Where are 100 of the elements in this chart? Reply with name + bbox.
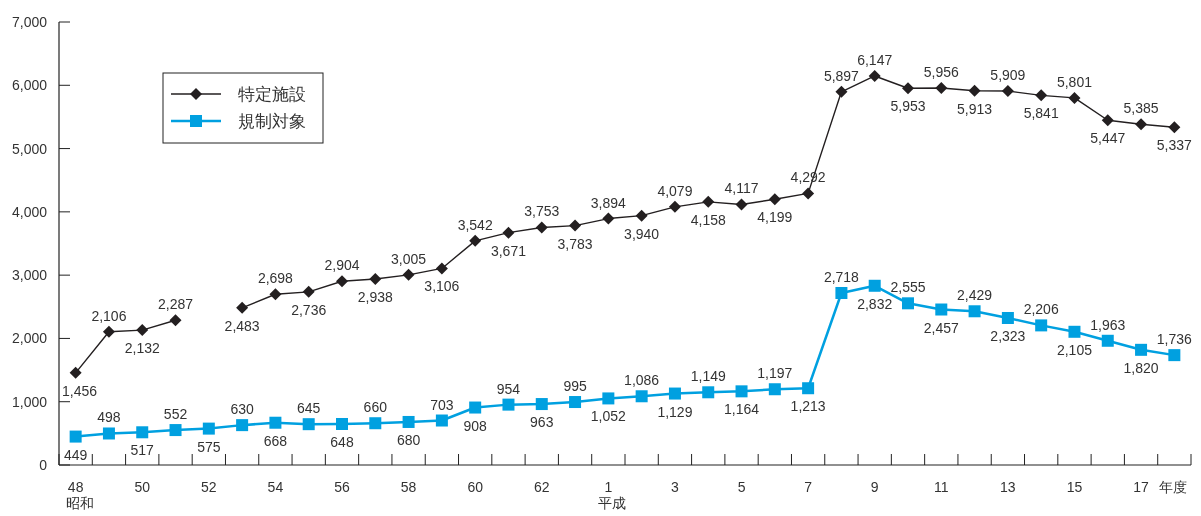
label: 1,197 <box>757 365 793 382</box>
label: 5,801 <box>1056 73 1092 90</box>
label: 3,671 <box>490 242 526 259</box>
label: 498 <box>97 409 121 426</box>
ytick: 1,000 <box>11 393 47 410</box>
point <box>1068 325 1081 338</box>
point <box>202 422 215 435</box>
label: 4,199 <box>757 209 793 226</box>
point <box>569 219 582 232</box>
point <box>868 69 881 82</box>
label: 660 <box>363 399 387 416</box>
ytick: 7,000 <box>11 14 47 30</box>
label: 1,736 <box>1156 331 1192 348</box>
xtick: 13 <box>1000 479 1016 495</box>
label: 575 <box>197 438 221 455</box>
point <box>136 426 149 439</box>
label: 668 <box>263 432 288 449</box>
point <box>1068 91 1081 104</box>
point <box>236 301 249 314</box>
label: 5,956 <box>923 64 959 81</box>
label: 680 <box>396 431 421 448</box>
point <box>402 268 415 281</box>
label: 3,753 <box>524 203 560 220</box>
ytick: 3,000 <box>11 267 47 284</box>
point <box>336 417 348 430</box>
xlabel: 年度 <box>1159 479 1187 495</box>
xtick: 17 <box>1133 479 1149 495</box>
point <box>136 324 149 337</box>
xtick: 5 <box>737 479 746 495</box>
point <box>1101 114 1114 127</box>
point <box>336 275 348 288</box>
point <box>1168 349 1181 362</box>
label: 449 <box>63 446 88 463</box>
point <box>369 273 382 286</box>
label: 2,483 <box>224 317 260 334</box>
label: 4,117 <box>724 180 759 197</box>
point <box>236 419 249 432</box>
xtick: 15 <box>1066 479 1083 495</box>
point <box>768 193 781 206</box>
label: 1,963 <box>1090 316 1126 333</box>
point <box>1035 89 1048 102</box>
label: 1,164 <box>724 401 760 418</box>
point <box>702 386 715 399</box>
legend-label: 特定施設 <box>238 85 306 104</box>
point <box>968 84 981 97</box>
xtick: 7 <box>804 479 812 495</box>
label: 2,132 <box>124 340 160 357</box>
label: 4,079 <box>657 182 693 199</box>
label: 2,832 <box>857 295 893 312</box>
label: 995 <box>563 378 587 395</box>
label: 6,147 <box>857 52 893 68</box>
label: 3,894 <box>590 194 626 211</box>
point <box>502 226 515 239</box>
label: 908 <box>463 417 487 434</box>
label: 4,158 <box>690 211 726 228</box>
label: 2,736 <box>291 301 327 318</box>
point <box>1035 319 1048 332</box>
point <box>1001 85 1014 98</box>
point <box>535 398 548 411</box>
point <box>69 366 82 379</box>
point <box>802 382 815 395</box>
label: 3,106 <box>424 278 460 295</box>
label: 648 <box>330 434 354 450</box>
label: 954 <box>496 380 521 397</box>
label: 1,456 <box>62 382 98 399</box>
label: 2,287 <box>158 296 194 313</box>
ytick: 2,000 <box>11 330 47 347</box>
point <box>1101 334 1114 347</box>
label: 5,953 <box>890 98 926 115</box>
xtick: 52 <box>201 479 217 495</box>
point <box>935 303 948 316</box>
label: 5,385 <box>1123 100 1159 117</box>
label: 630 <box>230 401 254 418</box>
point <box>435 262 448 275</box>
xtick: 48 <box>67 479 84 495</box>
point <box>102 325 115 338</box>
label: 552 <box>163 406 188 423</box>
point <box>269 416 282 429</box>
label: 1,086 <box>624 372 660 389</box>
point <box>302 418 315 431</box>
label: 645 <box>297 400 321 417</box>
point <box>835 85 848 98</box>
label: 703 <box>430 396 454 413</box>
point <box>835 286 848 299</box>
label: 2,429 <box>957 287 993 304</box>
label: 1,149 <box>690 368 726 385</box>
point <box>768 383 781 396</box>
label: 1,820 <box>1123 359 1159 376</box>
point <box>635 390 648 403</box>
point <box>402 415 415 428</box>
point <box>102 427 115 440</box>
point <box>1135 118 1148 131</box>
point <box>735 385 748 398</box>
label: 2,555 <box>890 279 926 296</box>
label: 2,323 <box>990 328 1026 344</box>
xtick: 50 <box>134 479 150 495</box>
point <box>702 195 715 208</box>
label: 5,913 <box>957 100 993 117</box>
label: 3,542 <box>457 216 493 233</box>
label: 5,447 <box>1090 130 1126 147</box>
